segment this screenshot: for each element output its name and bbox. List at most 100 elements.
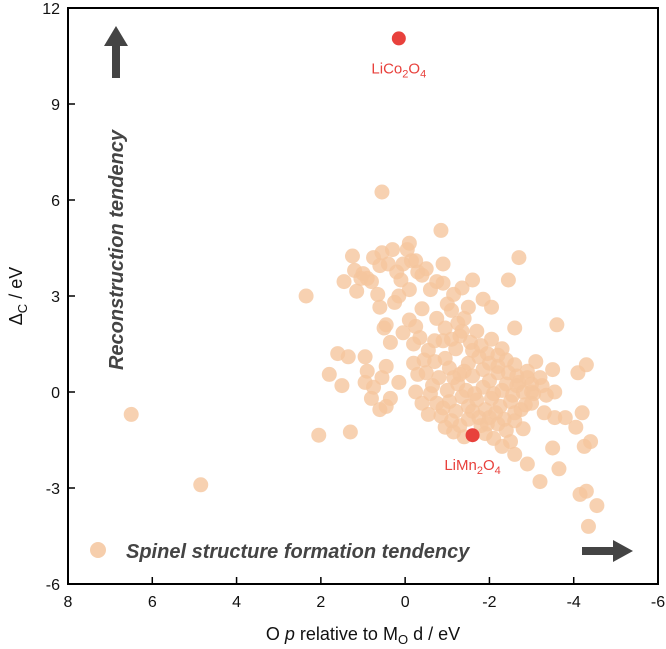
data-point — [551, 461, 567, 477]
y-tick-label: 6 — [51, 193, 60, 210]
data-point — [403, 253, 419, 269]
data-point — [372, 299, 388, 315]
data-point — [444, 302, 459, 318]
data-point — [370, 286, 386, 302]
data-point — [454, 323, 470, 339]
data-point — [507, 320, 523, 336]
data-point — [435, 275, 451, 291]
data-point — [517, 397, 533, 413]
data-point — [479, 416, 495, 432]
x-tick-label: -2 — [482, 594, 496, 611]
reconstruction-tendency-annotation: Reconstruction tendency — [106, 129, 128, 370]
data-point — [545, 440, 561, 456]
plot-frame — [67, 7, 659, 585]
y-axis-ticks: -6 -3 0 3 6 9 12 — [42, 1, 75, 594]
y-tick-label: 0 — [51, 385, 60, 402]
data-point — [507, 405, 523, 421]
data-point — [500, 365, 516, 381]
highlight-label: LiCo2O4 — [371, 60, 426, 80]
data-point — [321, 366, 337, 382]
data-point — [484, 299, 500, 315]
data-point — [422, 282, 438, 298]
data-point — [406, 336, 422, 352]
data-point — [363, 390, 379, 406]
highlight-label: LiMn2O4 — [444, 457, 500, 477]
data-point — [298, 288, 314, 304]
data-points — [123, 184, 605, 534]
data-point — [372, 258, 388, 274]
data-point — [385, 242, 400, 258]
data-point — [416, 352, 432, 368]
data-point — [344, 248, 360, 264]
data-point — [401, 312, 417, 328]
data-point — [414, 301, 430, 317]
data-point — [500, 272, 516, 288]
data-point — [580, 518, 596, 534]
x-tick-label: 2 — [316, 594, 325, 611]
y-tick-label: -6 — [46, 577, 60, 594]
data-point — [378, 358, 394, 374]
data-point — [534, 378, 550, 394]
data-point — [574, 405, 590, 421]
x-tick-label: -4 — [567, 594, 581, 611]
data-point — [446, 286, 462, 302]
data-point — [557, 410, 573, 426]
data-point — [123, 406, 139, 422]
data-point — [382, 390, 398, 406]
data-point — [425, 378, 441, 394]
data-point — [511, 250, 527, 266]
y-axis-label: ΔC / eV — [6, 267, 30, 325]
data-point — [410, 264, 426, 280]
x-axis-label: O p relative to MO d / eV — [266, 624, 460, 647]
data-point — [570, 365, 586, 381]
data-point — [509, 378, 525, 394]
x-tick-label: 4 — [232, 594, 241, 611]
data-point — [515, 421, 531, 437]
data-point — [357, 349, 373, 365]
data-point — [334, 378, 350, 394]
right-arrow-icon — [582, 540, 633, 562]
data-point — [408, 384, 424, 400]
x-tick-label: 6 — [148, 594, 157, 611]
data-point — [382, 334, 398, 350]
x-tick-label: 8 — [64, 594, 73, 611]
data-point — [311, 427, 327, 443]
data-point — [545, 362, 561, 378]
data-point — [395, 325, 411, 341]
legend-marker — [90, 542, 106, 558]
data-point — [193, 477, 209, 493]
data-point — [469, 323, 485, 339]
data-point — [547, 384, 563, 400]
data-point — [336, 274, 352, 290]
y-tick-label: 12 — [42, 1, 60, 18]
y-tick-label: 9 — [51, 97, 60, 114]
data-point — [549, 317, 565, 333]
spinel-formation-annotation: Spinel structure formation tendency — [126, 541, 470, 563]
data-point — [547, 410, 563, 426]
highlight-point — [391, 31, 406, 46]
data-point — [433, 222, 449, 238]
data-point — [349, 283, 365, 299]
data-point — [342, 424, 358, 440]
data-point — [532, 474, 548, 490]
data-point — [568, 419, 584, 435]
data-point — [462, 334, 478, 350]
data-point — [578, 483, 594, 499]
data-point — [420, 406, 436, 422]
data-point — [376, 320, 392, 336]
x-tick-label: 0 — [401, 594, 410, 611]
data-point — [353, 270, 369, 286]
up-arrow-icon — [104, 26, 128, 78]
data-point — [456, 363, 472, 379]
x-axis-ticks: 8 6 4 2 0 -2 -4 -6 — [64, 577, 665, 611]
data-point — [359, 363, 375, 379]
y-tick-label: 3 — [51, 289, 60, 306]
data-point — [374, 184, 390, 200]
x-tick-label: -6 — [651, 594, 665, 611]
highlighted-points: LiCo2O4 LiMn2O4 — [371, 31, 501, 477]
data-point — [429, 310, 445, 326]
data-point — [418, 365, 434, 381]
data-point — [460, 299, 476, 315]
data-point — [444, 331, 459, 347]
